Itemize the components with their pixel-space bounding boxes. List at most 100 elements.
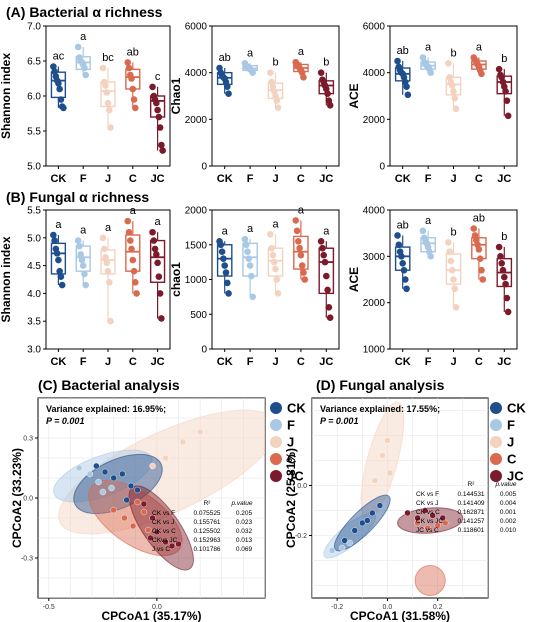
sig-letter: b — [272, 57, 278, 69]
point-CK — [119, 470, 126, 478]
point-JC — [317, 69, 325, 76]
y-tick-label: 3000 — [363, 252, 386, 263]
legend-marker-CK — [270, 402, 282, 414]
sig-letter: ab — [219, 52, 231, 64]
y-axis-label: CPCoA2 (25.81%) — [284, 448, 298, 548]
x-tick-label: JC — [497, 173, 511, 185]
legend-marker-C — [270, 453, 282, 465]
y-tick-label: 5.0 — [27, 162, 41, 173]
stats-r2: 0.118601 — [458, 527, 485, 534]
stats-r2: 0.152963 — [193, 537, 220, 544]
legend-label-CK: CK — [287, 401, 306, 416]
sig-letter: a — [80, 31, 87, 43]
point-J — [104, 99, 112, 107]
x-tick-label: C — [129, 173, 137, 185]
point-C — [434, 522, 441, 529]
point-C — [478, 266, 485, 274]
point-JC — [151, 245, 159, 253]
legend-label-CK: CK — [507, 401, 526, 416]
x-tick-label: JC — [151, 173, 165, 185]
point-CK — [399, 259, 407, 267]
cpcoa-fun_cpcoa: -0.2 0.0 0.2 0.0 -0.2 CPCoA1 (31.58%) CPCoA2 (… — [284, 397, 526, 622]
y-tick-label: 4.5 — [27, 261, 41, 272]
x-tick-label: 0.0 — [383, 604, 393, 611]
point-C — [125, 64, 133, 72]
point-J — [379, 452, 386, 459]
point-J — [103, 259, 111, 267]
point-J — [102, 253, 109, 261]
cpcoa-bac_cpcoa: -0.5 0.0 0.3 0.0 -0.3 CPCoA1 (35.17%) CPCoA2 (… — [10, 397, 306, 622]
boxplot-fun_chao1: 0 500 1000 1500 2000 chao1 CK a Fa Ja Ca JC a — [169, 204, 340, 368]
x-tick-label: F — [80, 173, 87, 185]
point-CK — [127, 482, 135, 490]
boxplot-bac_ace: 0 2000 4000 6000 ACE CK ab Fa Jb Ca JC b — [347, 22, 518, 185]
x-tick-label: JC — [319, 356, 333, 368]
point-CK — [394, 57, 401, 65]
point-F — [244, 248, 251, 255]
stats-p: 0.205 — [236, 510, 253, 517]
point-CK — [403, 285, 410, 293]
sig-letter: b — [450, 47, 456, 59]
stats-comparison: CKvs JC — [152, 537, 178, 544]
point-CK — [50, 231, 57, 239]
point-J — [105, 278, 113, 286]
point-JC — [326, 314, 334, 322]
point-CK — [101, 468, 109, 476]
point-C — [295, 237, 302, 245]
point-CK — [223, 279, 231, 287]
point-C — [124, 217, 132, 225]
stats-comparison: CK vs J — [416, 500, 438, 507]
x-tick-label: -0.5 — [43, 604, 55, 611]
point-C — [133, 290, 140, 297]
point-C — [121, 514, 128, 522]
y-tick-label: 6000 — [363, 22, 386, 33]
y-axis-label: ACE — [347, 267, 361, 292]
y-axis-label: chao1 — [169, 262, 183, 297]
point-J — [270, 258, 278, 266]
y-axis-label: Shannon index — [0, 53, 13, 139]
sig-letter: ab — [397, 45, 409, 57]
point-JC — [162, 538, 169, 546]
point-CK — [93, 462, 100, 470]
x-tick-label: J — [105, 356, 111, 368]
x-tick-label: F — [247, 356, 254, 368]
point-CK — [60, 104, 67, 112]
point-J — [162, 454, 169, 462]
sig-letter: c — [155, 71, 161, 83]
legend-marker-JC — [490, 470, 502, 482]
point-F — [76, 242, 83, 250]
point-JC — [155, 273, 163, 281]
sig-letter: a — [80, 225, 87, 237]
point-CK — [369, 509, 376, 517]
point-CK — [359, 519, 366, 527]
x-tick-label: F — [425, 356, 432, 368]
x-tick-label: JC — [497, 356, 511, 368]
stats-header-r2: R² — [204, 500, 212, 507]
point-JC — [504, 112, 512, 120]
point-CK — [225, 290, 232, 297]
sig-letter: a — [222, 225, 229, 237]
point-JC — [495, 65, 503, 73]
stats-p: 0.010 — [500, 527, 517, 534]
variance-label: Variance explained: 17.55%; — [320, 404, 440, 414]
x-tick-label: -0.2 — [331, 604, 343, 611]
point-CK — [400, 266, 408, 274]
point-JC — [175, 540, 182, 548]
point-CK — [223, 83, 231, 90]
y-tick-label: 6000 — [185, 22, 208, 33]
point-J — [267, 69, 274, 76]
point-J — [451, 95, 459, 102]
point-JC — [159, 147, 166, 154]
point-J — [446, 248, 453, 255]
x-tick-label: JC — [319, 173, 333, 185]
point-CK — [55, 80, 62, 87]
y-axis-label: CPCoA2 (33.23%) — [10, 448, 24, 548]
point-C — [132, 104, 139, 112]
point-F — [86, 470, 94, 478]
y-tick-label: 6.0 — [27, 92, 41, 103]
point-F — [338, 544, 346, 552]
point-CK — [51, 237, 58, 244]
point-CK — [220, 255, 227, 262]
y-tick-label: 5.5 — [27, 206, 41, 217]
